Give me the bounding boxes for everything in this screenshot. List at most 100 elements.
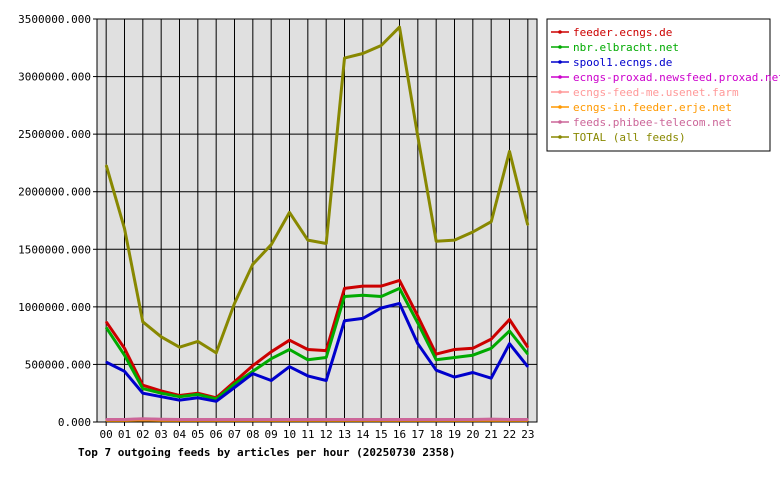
x-tick-label: 23 bbox=[521, 428, 534, 441]
data-point bbox=[252, 364, 254, 367]
data-point bbox=[490, 338, 492, 340]
data-point bbox=[435, 240, 437, 243]
data-point bbox=[398, 287, 401, 290]
data-point bbox=[160, 395, 162, 398]
data-point bbox=[252, 263, 254, 266]
data-point bbox=[270, 418, 272, 421]
data-point bbox=[252, 370, 254, 373]
legend-box bbox=[546, 18, 771, 152]
data-point bbox=[105, 321, 107, 323]
data-point bbox=[288, 211, 291, 214]
data-point bbox=[453, 356, 456, 359]
legend: feeder.ecngs.de nbr.elbracht.net spool1.ec… bbox=[546, 18, 780, 152]
legend-label: nbr.elbracht.net bbox=[573, 41, 679, 54]
series-line-6 bbox=[106, 417, 528, 421]
data-point bbox=[343, 57, 346, 59]
legend-marker bbox=[558, 90, 562, 94]
data-point bbox=[307, 418, 309, 421]
data-point bbox=[215, 400, 217, 403]
data-point bbox=[307, 359, 309, 361]
series-lines bbox=[104, 25, 530, 422]
data-point bbox=[105, 164, 107, 167]
legend-label: ecngs-proxad.newsfeed.proxad.net bbox=[573, 71, 780, 84]
legend-label: spool1.ecngs.de bbox=[573, 56, 672, 69]
legend-label: feeder.ecngs.de bbox=[573, 26, 672, 39]
data-point bbox=[123, 347, 126, 350]
data-point bbox=[380, 307, 382, 309]
data-point bbox=[380, 418, 382, 421]
y-axis: 0.000 500000.000 1000000.000 1500000.000 200… bbox=[18, 13, 97, 429]
x-tick-label: 18 bbox=[430, 428, 443, 441]
series-line-7 bbox=[104, 25, 530, 355]
x-tick-label: 06 bbox=[210, 428, 223, 441]
data-point bbox=[435, 359, 437, 361]
data-point bbox=[197, 393, 199, 396]
data-point bbox=[307, 375, 309, 377]
data-point bbox=[288, 418, 291, 421]
x-tick-label: 07 bbox=[228, 428, 241, 441]
data-point bbox=[325, 349, 327, 352]
data-point bbox=[325, 418, 327, 421]
data-point bbox=[508, 150, 511, 153]
data-point bbox=[362, 317, 364, 320]
y-tick-label: 2500000.000 bbox=[18, 128, 91, 141]
data-point bbox=[527, 224, 529, 226]
series-line-1 bbox=[104, 286, 529, 401]
x-tick-label: 12 bbox=[320, 428, 333, 441]
x-tick-label: 00 bbox=[100, 428, 113, 441]
data-point bbox=[472, 231, 474, 233]
data-point bbox=[178, 399, 181, 401]
data-point bbox=[123, 418, 126, 421]
legend-label: ecngs-feed-me.usenet.farm bbox=[573, 86, 739, 99]
data-point bbox=[233, 383, 236, 385]
data-point bbox=[435, 369, 437, 371]
data-point bbox=[270, 357, 272, 360]
data-point bbox=[362, 418, 364, 421]
data-point bbox=[142, 417, 144, 420]
data-point bbox=[178, 418, 181, 421]
data-point bbox=[527, 346, 529, 348]
data-point bbox=[398, 26, 401, 28]
data-point bbox=[215, 352, 217, 354]
x-tick-label: 03 bbox=[155, 428, 168, 441]
plot-background bbox=[97, 19, 537, 422]
data-point bbox=[435, 418, 437, 421]
legend-marker bbox=[558, 105, 562, 109]
data-point bbox=[160, 390, 162, 392]
legend-marker bbox=[558, 60, 562, 64]
y-tick-label: 500000.000 bbox=[25, 358, 91, 371]
data-point bbox=[472, 418, 474, 421]
data-point bbox=[472, 354, 474, 357]
data-point bbox=[380, 44, 382, 47]
y-tick-label: 1500000.000 bbox=[18, 243, 91, 256]
data-point bbox=[417, 322, 419, 324]
data-point bbox=[472, 347, 474, 350]
data-point bbox=[325, 379, 327, 382]
data-point bbox=[343, 287, 346, 290]
x-tick-label: 21 bbox=[485, 428, 498, 441]
plot-frame bbox=[96, 18, 538, 423]
data-point bbox=[453, 418, 456, 421]
data-point bbox=[380, 295, 382, 298]
series-line-2 bbox=[105, 301, 529, 403]
data-point bbox=[527, 418, 529, 421]
data-point bbox=[453, 376, 456, 378]
data-point bbox=[288, 348, 291, 351]
data-point bbox=[178, 346, 181, 348]
data-point bbox=[105, 418, 107, 421]
data-point bbox=[288, 365, 291, 368]
data-point bbox=[252, 372, 254, 375]
data-point bbox=[435, 353, 437, 355]
data-point bbox=[307, 239, 309, 241]
legend-marker bbox=[558, 45, 562, 49]
data-point bbox=[233, 418, 236, 421]
data-point bbox=[398, 279, 401, 282]
x-tick-label: 22 bbox=[503, 428, 516, 441]
data-point bbox=[508, 318, 511, 321]
data-point bbox=[343, 295, 346, 298]
y-tick-label: 3000000.000 bbox=[18, 71, 91, 84]
x-tick-label: 01 bbox=[118, 428, 131, 441]
data-point bbox=[343, 418, 346, 421]
data-point bbox=[233, 386, 236, 389]
